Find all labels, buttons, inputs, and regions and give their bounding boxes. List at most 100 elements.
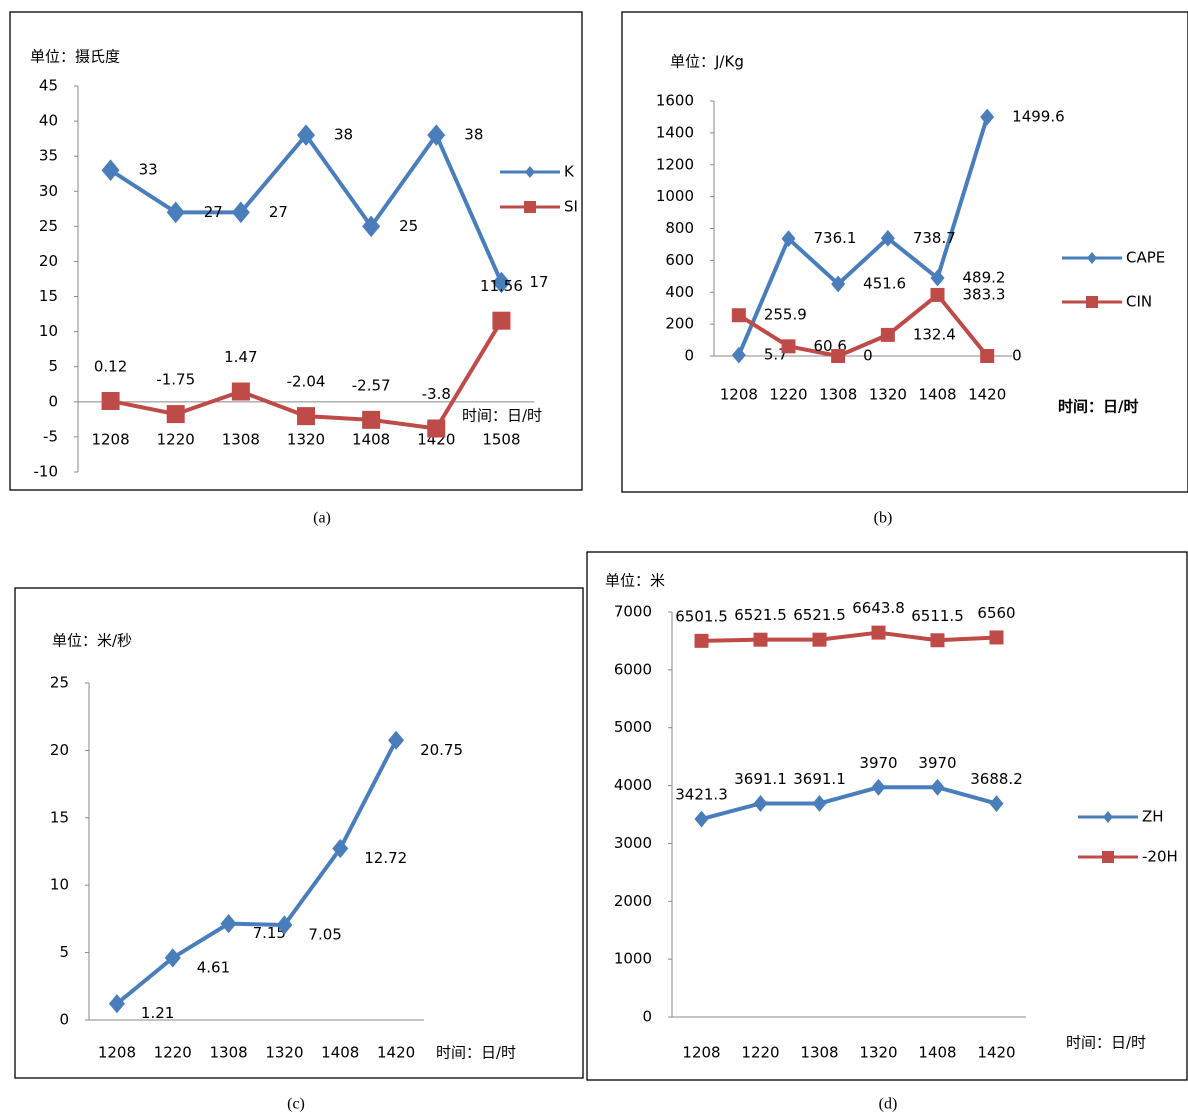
y-tick-label: 1600 xyxy=(656,92,694,110)
data-label: 132.4 xyxy=(913,325,956,343)
x-tick-label: 1420 xyxy=(377,1044,415,1062)
data-label: 255.9 xyxy=(764,306,807,324)
data-label: 27 xyxy=(204,203,223,221)
data-label: 27 xyxy=(269,203,288,221)
data-point xyxy=(871,625,886,640)
data-point xyxy=(297,407,315,426)
series-line xyxy=(737,292,989,358)
data-label: 17 xyxy=(529,273,548,291)
x-tick-label: 1208 xyxy=(720,386,758,404)
data-point xyxy=(731,308,746,323)
legend-marker xyxy=(1087,252,1097,264)
legend-marker xyxy=(525,166,535,178)
data-point xyxy=(101,391,120,410)
x-tick-label: 1308 xyxy=(209,1044,247,1062)
data-label: 0.12 xyxy=(94,357,127,375)
y-tick-label: 1200 xyxy=(656,155,694,173)
data-point xyxy=(166,201,185,224)
x-tick-label: 1208 xyxy=(98,1044,136,1062)
y-tick-label: 40 xyxy=(39,112,58,130)
x-tick-label: 1408 xyxy=(918,1044,956,1062)
x-axis-title: 时间：日/时 xyxy=(436,1044,516,1062)
y-tick-label: 4000 xyxy=(614,776,652,794)
y-tick-label: 600 xyxy=(665,251,694,269)
legend-label: CIN xyxy=(1126,293,1152,311)
legend-marker xyxy=(1086,296,1098,308)
y-tick-label: 1400 xyxy=(656,123,694,141)
x-tick-label: 1308 xyxy=(800,1044,838,1062)
data-point xyxy=(781,230,796,248)
x-tick-label: 1320 xyxy=(859,1044,897,1062)
data-point xyxy=(930,269,945,287)
data-point xyxy=(781,339,796,354)
y-tick-label: 0 xyxy=(48,392,58,410)
data-point xyxy=(812,632,827,647)
y-tick-label: 0 xyxy=(642,1008,652,1026)
chart-title: 单位：米/秒 xyxy=(52,632,132,650)
data-label: 0 xyxy=(1012,347,1022,365)
series-line xyxy=(736,116,990,356)
data-point xyxy=(332,838,349,859)
data-label: 6521.5 xyxy=(734,606,787,624)
y-tick-label: 1000 xyxy=(614,950,652,968)
series-line xyxy=(109,133,504,284)
data-point xyxy=(753,795,768,812)
data-label: 7.05 xyxy=(308,925,341,943)
y-tick-label: 20 xyxy=(50,741,69,759)
y-tick-label: 7000 xyxy=(614,603,652,621)
x-tick-label: 1420 xyxy=(977,1044,1015,1062)
x-tick-label: 1320 xyxy=(869,386,907,404)
data-point xyxy=(871,778,886,796)
data-label: 20.75 xyxy=(420,741,463,759)
y-tick-label: 35 xyxy=(39,147,58,165)
data-label: 3970 xyxy=(918,754,956,772)
chart-frame xyxy=(621,11,1188,493)
caption: (d) xyxy=(879,1096,898,1113)
chart-title: 单位：J/Kg xyxy=(670,53,744,71)
legend-label: CAPE xyxy=(1126,249,1165,267)
x-tick-label: 1420 xyxy=(968,386,1006,404)
data-point xyxy=(101,159,120,182)
x-tick-label: 1208 xyxy=(682,1044,720,1062)
data-label: 383.3 xyxy=(963,285,1006,303)
y-tick-label: 5 xyxy=(59,943,69,961)
y-tick-label: 45 xyxy=(39,77,58,95)
y-tick-label: 15 xyxy=(50,808,69,826)
x-tick-label: 1508 xyxy=(482,431,520,449)
chart-title: 单位：摄氏度 xyxy=(30,48,120,66)
data-label: -2.57 xyxy=(352,376,391,394)
data-point xyxy=(220,914,237,934)
y-tick-label: 3000 xyxy=(614,834,652,852)
y-tick-label: 15 xyxy=(39,287,58,305)
y-tick-label: 20 xyxy=(39,252,58,270)
data-point xyxy=(989,630,1004,645)
y-tick-label: 10 xyxy=(39,322,58,340)
x-axis-title: 时间：日/时 xyxy=(1058,398,1138,416)
data-point xyxy=(812,795,827,812)
data-point xyxy=(427,124,446,146)
data-point xyxy=(980,349,995,363)
data-point xyxy=(880,229,895,247)
data-point xyxy=(164,948,181,968)
y-tick-label: 5 xyxy=(48,357,58,375)
data-point xyxy=(362,410,381,429)
data-label: -3.8 xyxy=(422,385,451,403)
x-tick-label: 1208 xyxy=(91,431,129,449)
x-tick-label: 1308 xyxy=(819,386,857,404)
caption: (c) xyxy=(287,1096,305,1113)
legend-marker xyxy=(524,201,536,213)
legend-marker xyxy=(1103,811,1113,823)
data-label: 3970 xyxy=(859,754,897,772)
y-tick-label: 400 xyxy=(665,283,694,301)
data-label: 1.21 xyxy=(141,1004,174,1022)
y-tick-label: 10 xyxy=(50,876,69,894)
y-tick-label: 25 xyxy=(50,674,69,692)
data-label: 38 xyxy=(464,126,483,144)
legend-label: SI xyxy=(564,198,578,216)
x-tick-label: 1408 xyxy=(321,1044,359,1062)
caption: (b) xyxy=(874,510,893,527)
x-tick-label: 1220 xyxy=(741,1044,779,1062)
x-tick-label: 1408 xyxy=(352,431,390,449)
y-tick-label: 0 xyxy=(59,1011,69,1029)
data-point xyxy=(930,287,945,302)
